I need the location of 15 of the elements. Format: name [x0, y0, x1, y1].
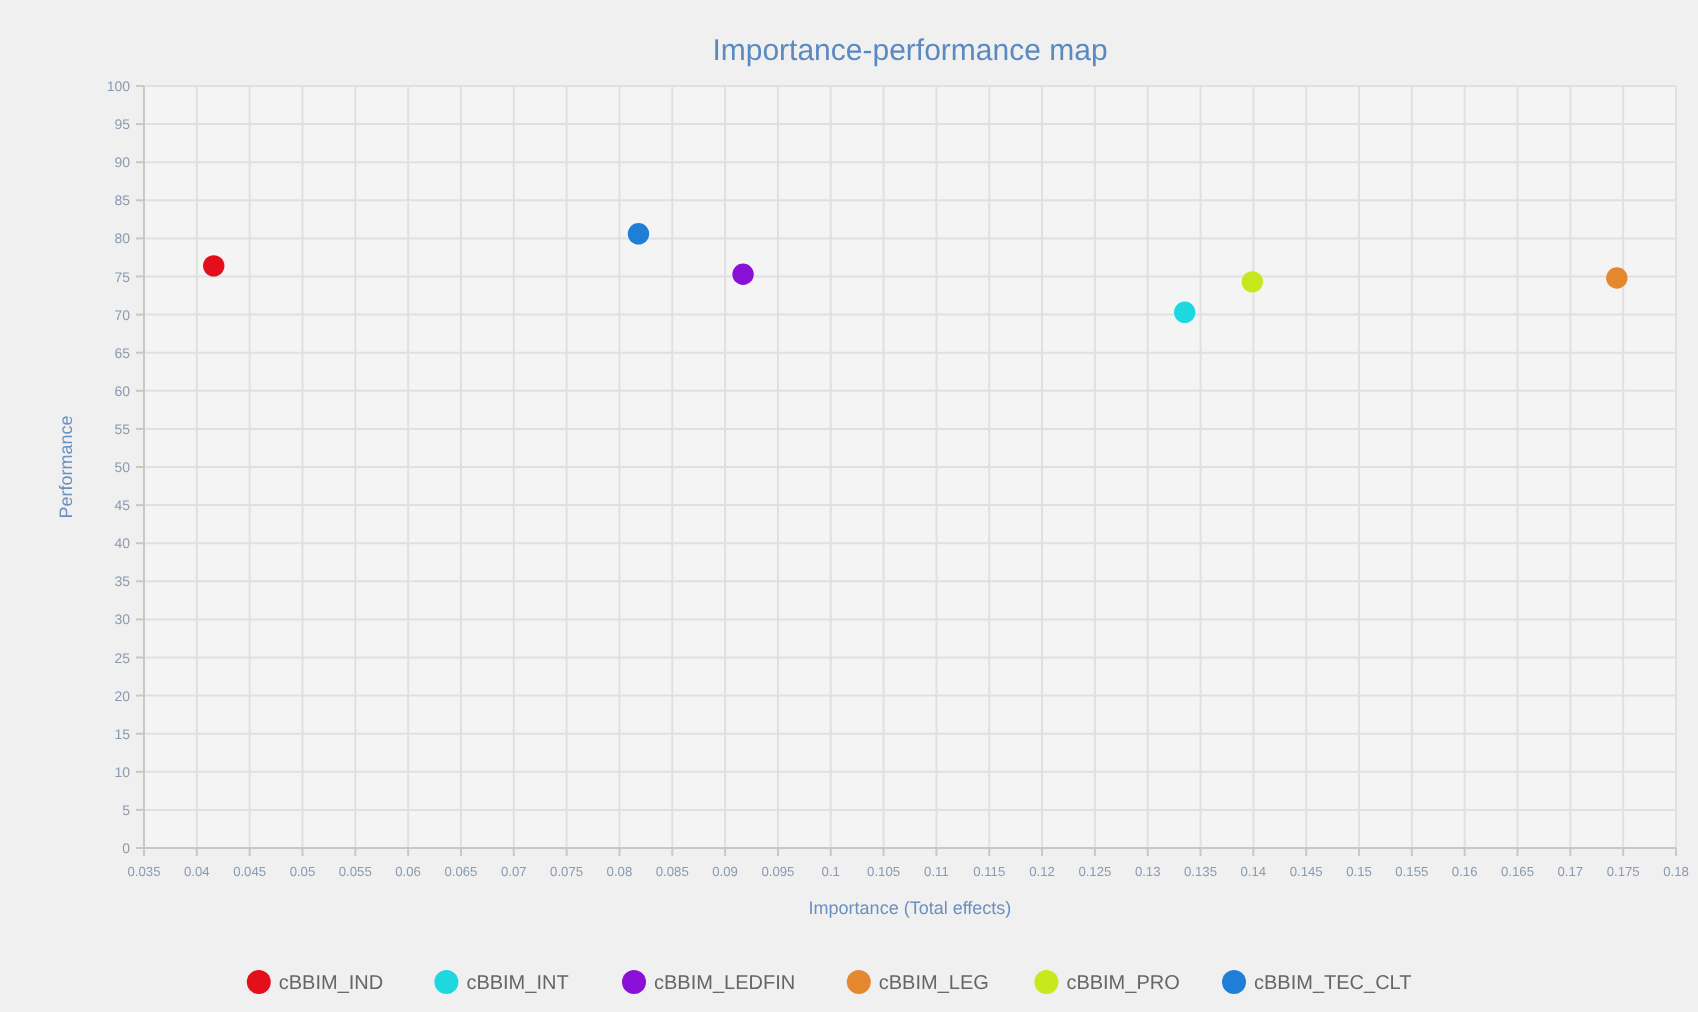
point [1174, 301, 1196, 323]
legend-label: cBBIM_INT [466, 973, 569, 995]
point [1606, 267, 1628, 289]
point [627, 223, 650, 245]
point [732, 263, 754, 285]
point [1241, 271, 1264, 293]
legend-label: cBBIM_LEDFIN [654, 973, 796, 995]
legend-label: cBBIM_LEG [878, 973, 990, 995]
legend-label: cBBIM_TEC_CLT [1254, 973, 1412, 995]
legend-label: cBBIM_IND [278, 973, 384, 995]
x-axis-title: Importance (Total effects) [808, 898, 1012, 918]
chart-title: Importance-performance map [712, 34, 1108, 68]
point [203, 255, 225, 277]
legend-label: cBBIM_PRO [1066, 973, 1181, 995]
y-axis-title: Performance [56, 415, 76, 519]
